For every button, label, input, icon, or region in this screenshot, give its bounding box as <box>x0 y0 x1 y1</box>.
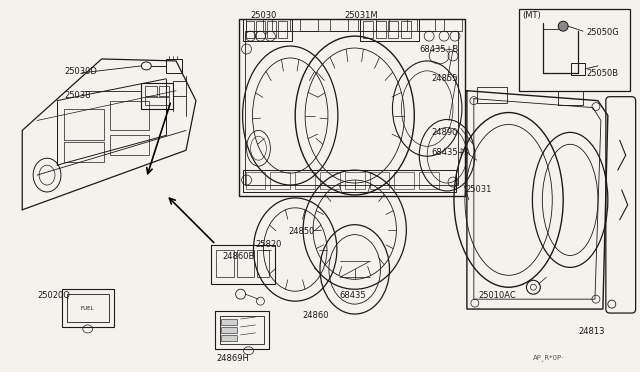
Bar <box>295 172 315 189</box>
Text: 25050B: 25050B <box>586 69 618 78</box>
Bar <box>330 19 348 31</box>
Bar <box>268 21 276 38</box>
Bar <box>257 250 269 277</box>
Text: 25050G: 25050G <box>586 28 619 37</box>
Bar <box>273 19 290 31</box>
Bar <box>419 172 439 189</box>
Text: 68435+A: 68435+A <box>431 148 470 157</box>
Bar <box>571 63 585 75</box>
Text: 24850: 24850 <box>288 227 315 236</box>
Bar <box>246 21 255 38</box>
Text: (MT): (MT) <box>522 11 541 20</box>
Bar <box>278 21 287 38</box>
Bar <box>360 19 419 41</box>
Ellipse shape <box>558 21 568 31</box>
Bar <box>109 101 149 131</box>
Bar <box>109 135 149 155</box>
Bar <box>221 335 237 341</box>
Bar <box>345 172 365 189</box>
Bar <box>159 86 169 96</box>
Bar <box>166 59 182 73</box>
Bar <box>257 21 266 38</box>
Bar <box>300 19 318 31</box>
Text: 24860B: 24860B <box>223 253 255 262</box>
Bar <box>145 86 157 96</box>
Bar <box>145 97 169 105</box>
Text: 68435+B: 68435+B <box>419 45 459 54</box>
Bar <box>243 19 292 41</box>
Text: 25031M: 25031M <box>345 11 378 20</box>
Text: FUEL: FUEL <box>81 305 95 311</box>
Bar <box>243 170 456 192</box>
Bar <box>376 21 385 38</box>
Bar <box>518 9 630 91</box>
Bar <box>444 19 462 31</box>
Bar <box>417 19 435 31</box>
Bar <box>558 91 583 105</box>
Bar <box>244 31 458 185</box>
Text: 24813: 24813 <box>578 327 605 336</box>
Bar <box>401 21 412 38</box>
Text: 25038: 25038 <box>64 91 90 100</box>
Bar <box>220 316 264 344</box>
Text: 25010AC: 25010AC <box>479 291 516 300</box>
Text: 24855: 24855 <box>431 74 458 83</box>
Text: 24869H: 24869H <box>217 354 250 363</box>
Bar <box>221 327 237 333</box>
Text: 25031: 25031 <box>465 185 492 194</box>
Bar <box>216 250 234 277</box>
Text: 25030: 25030 <box>250 11 277 20</box>
Bar <box>270 172 290 189</box>
Bar <box>390 19 407 31</box>
Bar <box>239 19 465 196</box>
Bar <box>64 109 104 140</box>
Text: AP¸R*0P·: AP¸R*0P· <box>533 355 564 362</box>
Bar <box>215 311 269 349</box>
Text: 68435: 68435 <box>340 291 367 300</box>
Text: 24860: 24860 <box>302 311 328 320</box>
Bar <box>62 289 113 327</box>
Bar <box>221 319 237 325</box>
Bar <box>370 172 390 189</box>
Bar <box>358 19 376 31</box>
Bar <box>363 21 372 38</box>
Bar <box>141 83 173 109</box>
Text: 25030D: 25030D <box>64 67 97 76</box>
Text: 25020Q: 25020Q <box>37 291 70 300</box>
Bar <box>246 172 266 189</box>
Bar <box>246 19 264 31</box>
Text: 24890: 24890 <box>431 128 458 137</box>
Bar <box>320 172 340 189</box>
Bar <box>64 142 104 162</box>
Bar <box>394 172 414 189</box>
Bar <box>237 250 255 277</box>
Bar <box>388 21 399 38</box>
Bar <box>477 87 507 103</box>
Text: 25820: 25820 <box>255 240 282 248</box>
Bar <box>211 244 275 284</box>
Bar <box>67 294 109 322</box>
